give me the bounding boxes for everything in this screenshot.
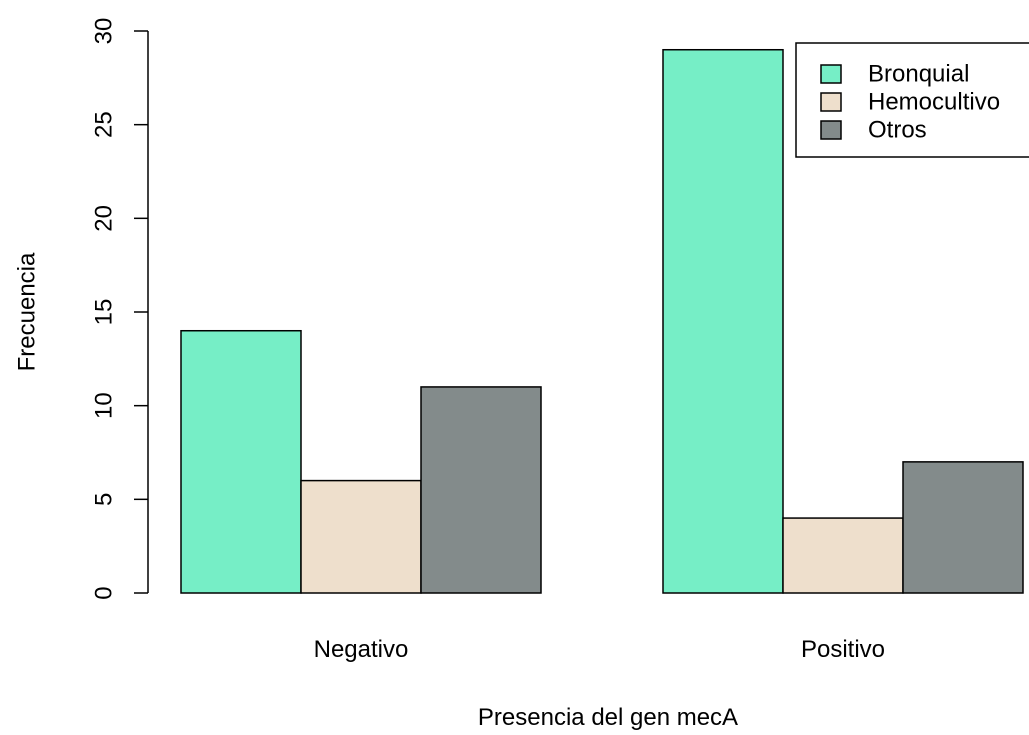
y-tick-label: 5 [91, 493, 118, 506]
bar-bronquial-negativo [180, 329, 302, 594]
x-category-label: Positivo [801, 636, 885, 663]
x-category-label: Negativo [314, 636, 409, 663]
y-tick-label: 10 [91, 392, 118, 419]
y-tick-label: 20 [91, 205, 118, 232]
legend-label-bronquial: Bronquial [868, 61, 969, 88]
bar-group-positivo [662, 48, 1024, 594]
bar-hemocultivo-positivo [782, 517, 904, 594]
x-axis-label: Presencia del gen mecA [478, 704, 738, 731]
legend-swatch-bronquial [820, 64, 842, 84]
y-tick-label: 15 [91, 299, 118, 326]
bar-groups [180, 48, 1024, 594]
bar-otros-positivo [902, 461, 1024, 594]
x-axis: Negativo Positivo [314, 636, 885, 663]
y-tick-label: 25 [91, 111, 118, 138]
bar-hemocultivo-negativo [300, 479, 422, 594]
y-tick-label: 30 [91, 18, 118, 45]
legend-swatch-hemocultivo [820, 92, 842, 112]
bar-otros-negativo [420, 386, 542, 594]
y-axis: 0 5 10 15 20 25 30 [91, 18, 149, 600]
y-axis-label: Frecuencia [14, 252, 41, 371]
y-tick-label: 0 [91, 586, 118, 599]
legend-swatch-otros [820, 120, 842, 140]
legend-label-hemocultivo: Hemocultivo [868, 89, 1000, 116]
legend-label-otros: Otros [868, 117, 927, 144]
bar-bronquial-positivo [662, 48, 784, 594]
bar-group-negativo [180, 329, 542, 594]
